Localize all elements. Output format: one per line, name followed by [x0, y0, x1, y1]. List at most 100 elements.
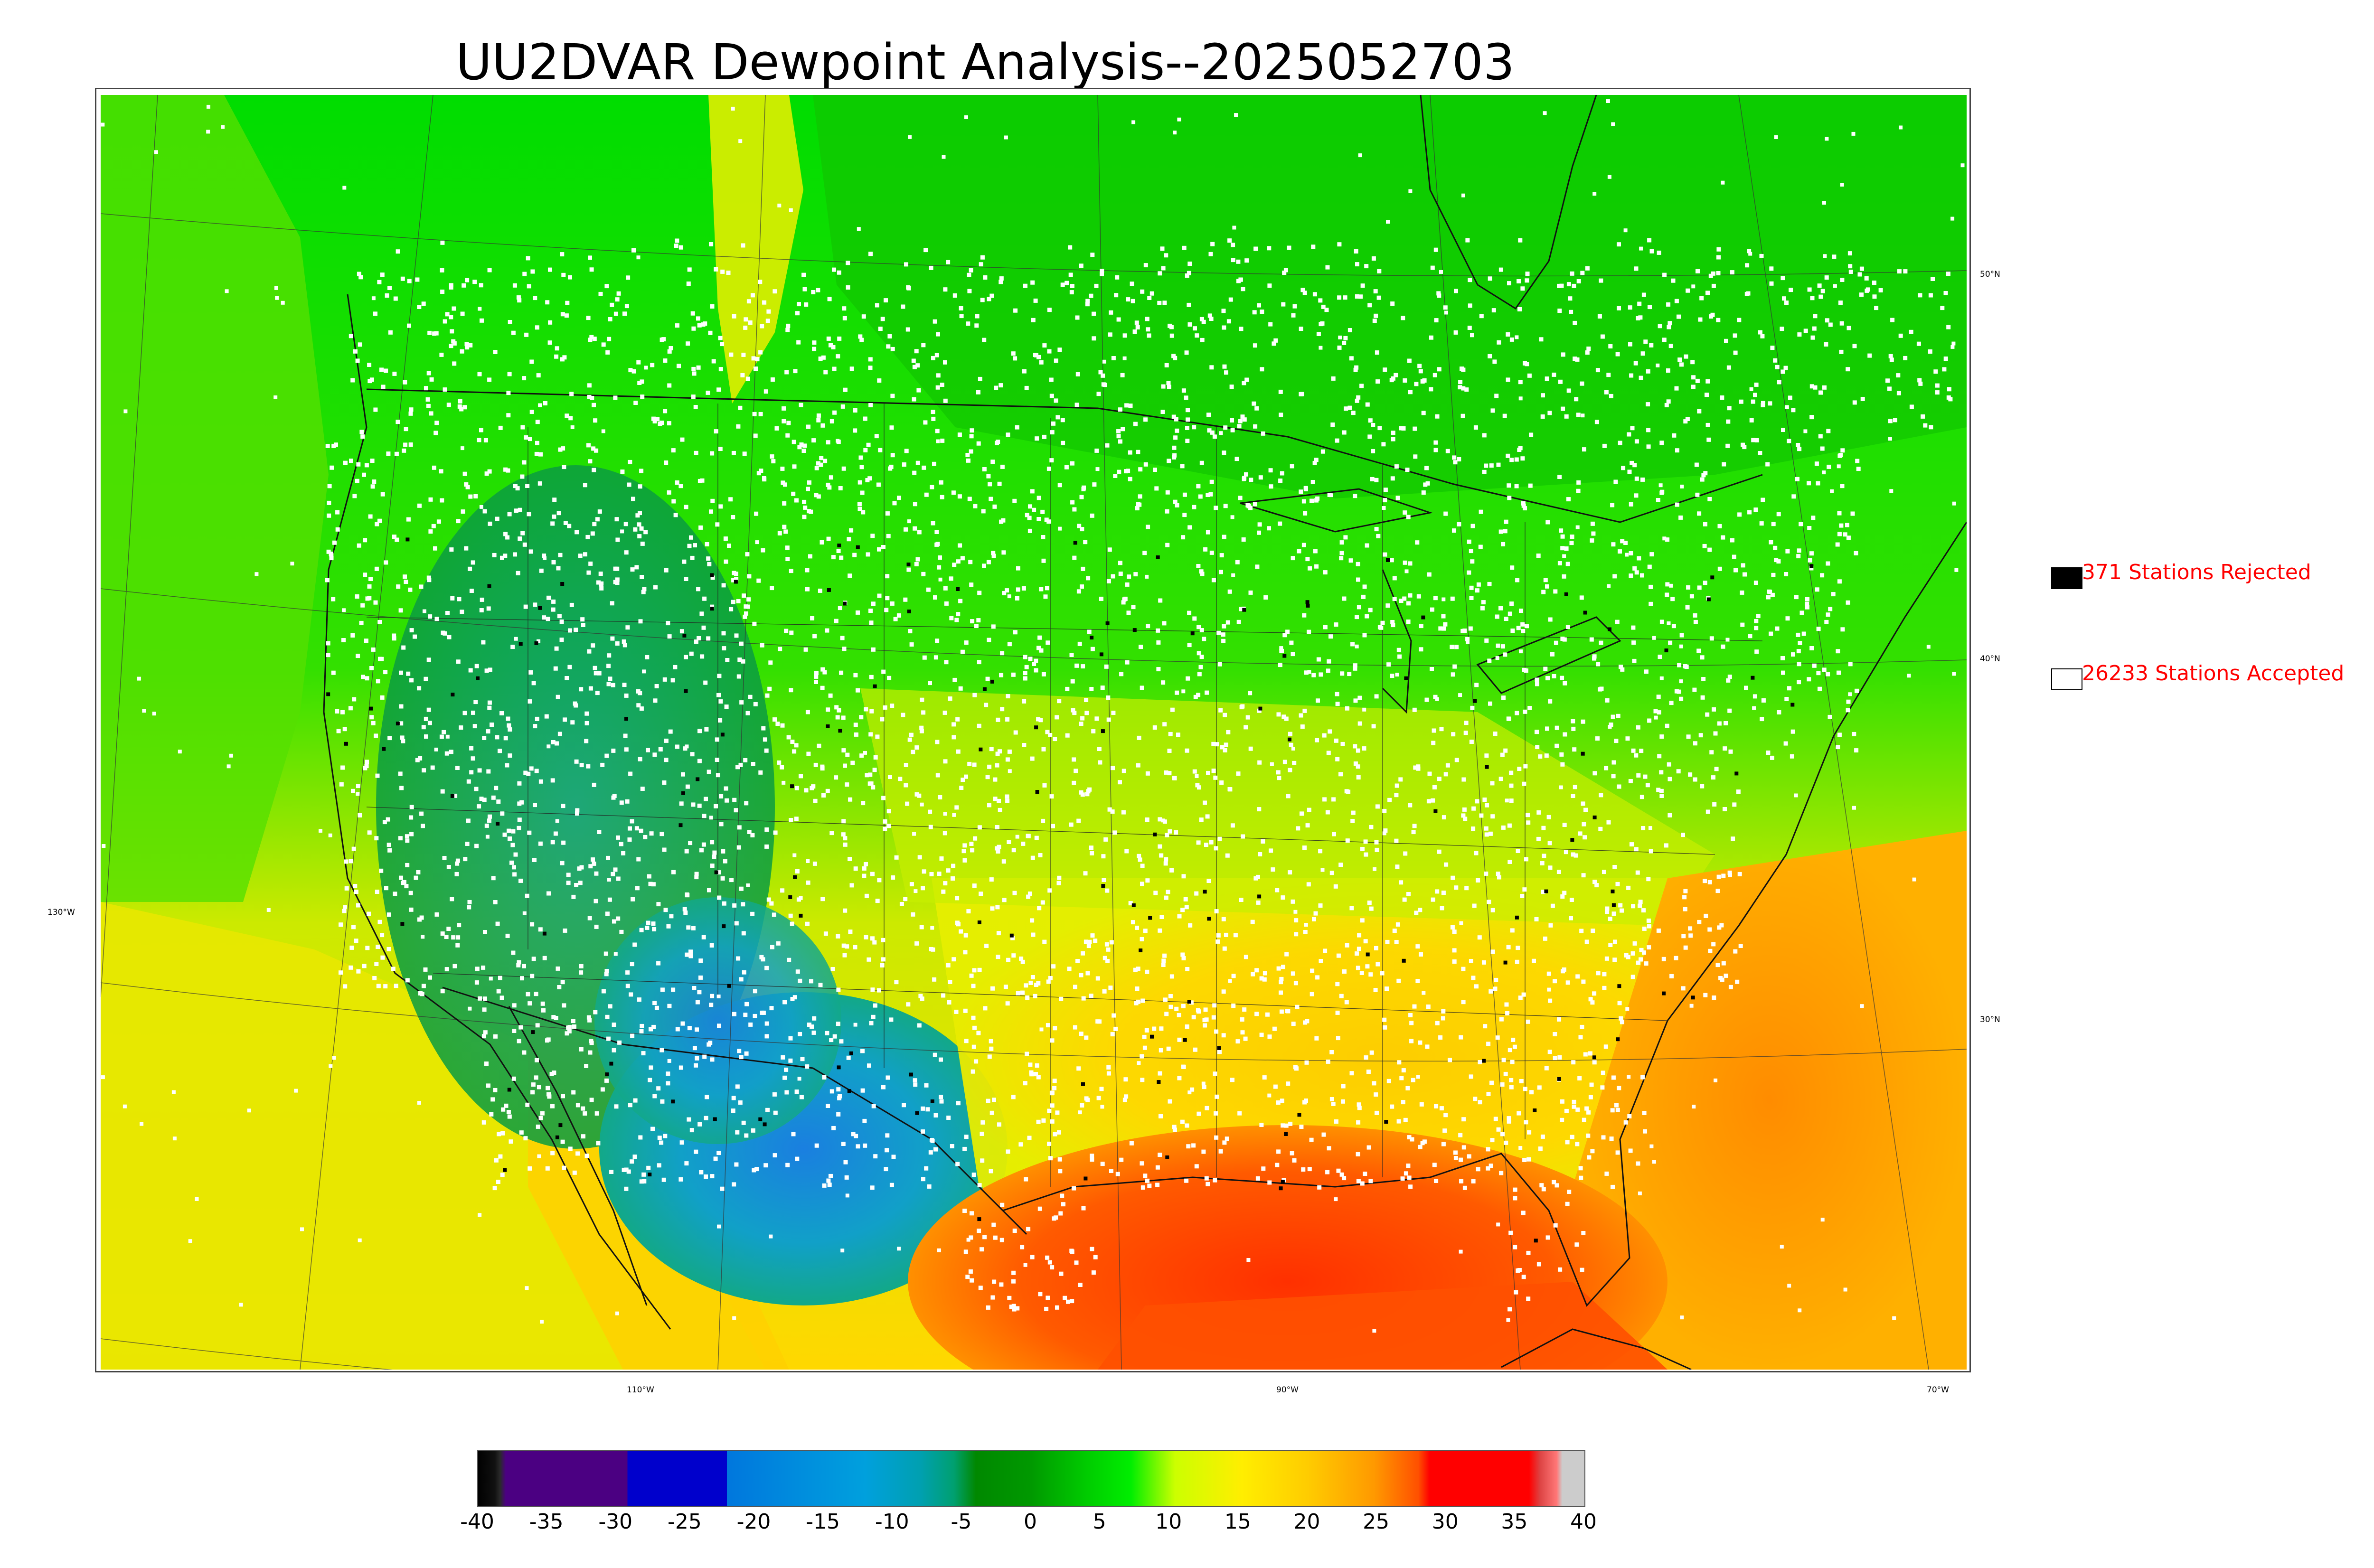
- station-accepted: [1140, 1185, 1145, 1190]
- station-accepted: [1208, 492, 1213, 497]
- station-accepted: [812, 347, 817, 351]
- station-accepted: [935, 385, 940, 390]
- station-accepted: [1491, 308, 1496, 313]
- station-accepted: [1461, 1000, 1466, 1005]
- station-accepted: [564, 313, 569, 318]
- station-accepted: [1657, 710, 1661, 715]
- station-accepted: [811, 784, 816, 789]
- station-accepted: [913, 526, 917, 531]
- station-accepted: [814, 493, 819, 498]
- station-accepted: [1669, 583, 1673, 588]
- station-accepted: [1427, 771, 1432, 776]
- station-accepted: [734, 577, 739, 582]
- station-accepted: [904, 763, 908, 767]
- station-accepted: [1325, 265, 1330, 270]
- station-accepted: [396, 420, 400, 424]
- station-accepted: [861, 510, 866, 515]
- station-rejected: [1297, 1113, 1301, 1117]
- station-accepted: [850, 761, 855, 765]
- station-accepted: [1444, 862, 1449, 867]
- station-accepted: [468, 1006, 472, 1011]
- station-accepted: [768, 660, 773, 665]
- station-accepted: [746, 883, 750, 887]
- station-accepted: [986, 474, 991, 479]
- station-accepted: [927, 1184, 932, 1189]
- station-accepted: [823, 931, 828, 936]
- station-accepted: [1568, 296, 1573, 301]
- great-lakes-michigan: [1382, 569, 1412, 714]
- station-accepted: [1214, 846, 1218, 851]
- station-accepted: [1030, 489, 1035, 494]
- station-rejected: [1485, 765, 1489, 769]
- station-accepted: [1279, 976, 1284, 981]
- station-accepted: [978, 1286, 983, 1290]
- station-accepted: [523, 604, 528, 609]
- station-accepted: [846, 285, 850, 290]
- station-accepted: [402, 448, 406, 453]
- station-accepted: [1591, 531, 1596, 536]
- station-accepted: [1686, 734, 1691, 739]
- station-accepted: [607, 897, 612, 902]
- station-accepted: [1703, 581, 1707, 585]
- station-accepted: [914, 745, 919, 750]
- station-accepted: [546, 891, 551, 896]
- station-accepted: [1639, 795, 1644, 799]
- station-accepted: [780, 466, 785, 471]
- station-accepted: [1526, 1157, 1531, 1162]
- station-accepted: [1401, 316, 1405, 320]
- station-accepted: [1824, 342, 1828, 347]
- station-accepted: [1230, 428, 1235, 432]
- station-accepted: [1510, 1060, 1515, 1064]
- station-accepted: [1773, 545, 1778, 550]
- station-accepted: [1484, 871, 1488, 876]
- station-accepted: [1273, 1084, 1278, 1089]
- field-nevada-dry: [594, 897, 841, 1144]
- station-accepted: [1291, 313, 1296, 318]
- station-accepted: [962, 1209, 967, 1213]
- station-accepted: [697, 479, 702, 483]
- station-accepted: [1278, 521, 1282, 526]
- station-accepted: [816, 413, 821, 418]
- station-accepted: [551, 607, 556, 612]
- colorbar-tick-label: 25: [1363, 1510, 1390, 1534]
- station-accepted: [777, 760, 782, 765]
- station-accepted: [1305, 1019, 1309, 1023]
- station-accepted: [1166, 1046, 1171, 1051]
- station-accepted: [1805, 597, 1809, 601]
- station-accepted: [560, 861, 565, 865]
- station-accepted: [408, 442, 413, 447]
- station-accepted: [952, 563, 957, 567]
- station-accepted: [1242, 477, 1246, 481]
- station-accepted: [1331, 1102, 1336, 1106]
- station-accepted: [1165, 509, 1169, 514]
- station-accepted: [1423, 482, 1428, 487]
- station-accepted: [1403, 851, 1408, 856]
- station-accepted: [1619, 665, 1623, 669]
- station-accepted: [1737, 318, 1742, 322]
- station-accepted: [655, 417, 660, 422]
- station-accepted: [1535, 682, 1539, 686]
- station-accepted: [1535, 730, 1539, 734]
- station-accepted: [611, 872, 615, 876]
- station-accepted: [1335, 438, 1339, 443]
- station-accepted: [860, 1088, 865, 1093]
- station-accepted: [986, 560, 991, 564]
- station-accepted: [606, 664, 611, 668]
- station-accepted: [1629, 373, 1634, 378]
- station-accepted: [885, 1148, 889, 1153]
- station-accepted: [1631, 904, 1636, 909]
- station-accepted: [1515, 959, 1519, 964]
- station-accepted: [436, 519, 441, 524]
- station-accepted: [1073, 985, 1077, 989]
- station-rejected: [1242, 608, 1246, 612]
- station-accepted: [622, 1167, 626, 1172]
- station-rejected: [1482, 1059, 1486, 1063]
- station-accepted: [991, 1222, 996, 1227]
- station-accepted: [523, 1136, 528, 1141]
- station-accepted: [1563, 732, 1567, 737]
- station-accepted: [887, 334, 892, 338]
- station-accepted: [1065, 686, 1070, 691]
- station-accepted: [831, 345, 836, 349]
- station-accepted: [839, 555, 844, 560]
- station-accepted: [772, 717, 777, 722]
